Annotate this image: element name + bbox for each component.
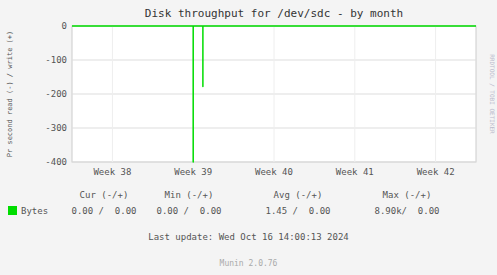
plot-marks [72, 26, 476, 162]
grid-line [435, 26, 436, 162]
y-tick-label: -100 [45, 55, 67, 65]
grid-line [354, 26, 355, 162]
chart: Disk throughput for /dev/sdc - by month P… [0, 0, 497, 275]
y-tick-label: -200 [45, 89, 67, 99]
legend-swatch [8, 206, 17, 215]
stats-header: Avg (-/+) [274, 190, 323, 200]
y-tick-label: 0 [62, 21, 67, 31]
stats-value: 8.90k/ 0.00 [374, 206, 439, 216]
stats-value: 0.00 / 0.00 [156, 206, 221, 216]
grid-line [274, 26, 275, 162]
plot-area [72, 26, 476, 162]
x-tick-label: Week 41 [336, 167, 374, 177]
stats-header: Max (-/+) [383, 190, 432, 200]
stats-value: 1.45 / 0.00 [265, 206, 330, 216]
legend-label: Bytes [21, 206, 48, 216]
watermark: RRDTOOL / TOBI OETIKER [489, 54, 496, 134]
series-line [72, 26, 476, 162]
title: Disk throughput for /dev/sdc - by month [145, 7, 403, 20]
y-tick-label: -400 [45, 157, 67, 167]
y-axis-label: Pr second read (-) / write (+) [6, 31, 14, 157]
footer-text: Last update: Wed Oct 16 14:00:13 2024 [148, 232, 348, 242]
footer-text: Munin 2.0.76 [220, 259, 278, 268]
x-tick-label: Week 39 [174, 167, 212, 177]
grid-line [112, 26, 113, 162]
x-tick-label: Week 42 [417, 167, 455, 177]
stats-header: Min (-/+) [165, 190, 214, 200]
stats-header: Cur (-/+) [80, 190, 129, 200]
stats-value: 0.00 / 0.00 [71, 206, 136, 216]
y-tick-label: -300 [45, 123, 67, 133]
x-tick-label: Week 38 [93, 167, 131, 177]
x-tick-label: Week 40 [255, 167, 293, 177]
